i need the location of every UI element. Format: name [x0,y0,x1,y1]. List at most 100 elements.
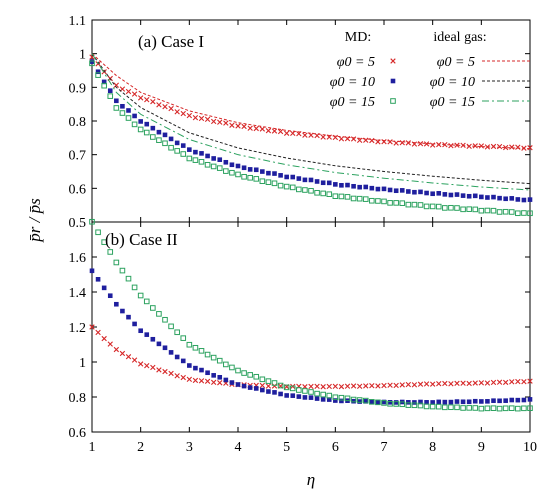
panel-b-series-1-point [479,399,484,404]
panel-b-series-0-point [320,384,326,390]
panel-b-series-0-point [472,380,478,386]
panel-b-series-2-point [271,380,278,386]
panel-a-series-1-point [266,170,271,176]
panel-b-series-1-point [326,397,332,402]
panel-b-series-2-point [356,397,363,403]
panel-b-series-0-point [496,379,503,385]
panel-b-series-1-point [357,399,362,404]
panel-a-series-2-point [515,210,521,217]
panel-b-y-tick-label: 0.8 [69,391,87,406]
panel-a-series-2-point [253,176,260,182]
panel-a-series-2-point [296,186,302,193]
panel-a-series-1-point [339,183,344,188]
panel-b-series-0-point [113,346,120,353]
panel-b-series-2-point [125,275,132,282]
panel-b-series-1-point [308,395,314,400]
panel-b-series-2-point [369,399,375,405]
panel-a-series-1-point [144,121,150,127]
panel-b-series-2-point [502,405,509,412]
panel-a-series-0-point [247,125,253,131]
panel-a-series-0-point [478,143,485,149]
panel-b-series-2-point [442,404,448,411]
panel-b-series-2-point [174,329,180,336]
panel-b-series-2-point [320,391,326,398]
panel-a-series-0-point [320,134,326,140]
panel-b-series-1-point [241,383,247,389]
panel-b-series-0-point [186,376,193,382]
panel-b-series-1-point [418,399,423,405]
panel-b-series-0-point [454,380,460,387]
panel-a-series-2-point [442,205,448,211]
panel-a-series-1-point [375,186,381,192]
x-tick-label: 5 [283,440,290,455]
panel-a-series-1-point [369,185,375,191]
panel-b-series-2-point [296,387,302,393]
panel-b-series-0-point [375,383,381,389]
panel-a-series-2-point [125,115,132,121]
panel-a-series-1-point [448,192,454,198]
panel-b-series-1-point [521,397,527,403]
panel-a-series-2-point [247,174,253,181]
panel-a-series-1-point [126,108,131,113]
panel-b-series-0-point [478,380,485,386]
panel-b-series-0-point [265,383,272,389]
x-axis-label: η [307,470,315,489]
panel-a-series-0-point [229,122,235,128]
panel-a-series-0-point [308,132,314,138]
legend-md-label-1: φ0 = 5 [337,55,375,70]
panel-a-series-0-point [302,132,308,138]
panel-b-series-2-point [302,388,308,394]
panel-b-series-1-point [302,395,308,400]
panel-a-series-1-point [479,194,484,200]
panel-a-series-1-point [472,193,478,199]
panel-b-series-0-point [217,380,223,386]
panel-b-series-1-point [144,332,150,337]
panel-a-series-2-point [168,144,174,151]
panel-a-series-0-point [186,112,193,119]
panel-b-series-1-point [187,363,192,368]
panel-a-series-0-point [271,128,278,134]
legend-md-swatch-3 [390,98,396,104]
panel-a-series-1-point [436,191,442,196]
panel-a-series-2-point [478,207,485,214]
panel-b-series-0-point [393,382,399,389]
panel-a-series-0-point [472,143,478,149]
panel-a-series-0-point [235,123,241,129]
panel-b-y-tick-label: 0.6 [69,426,87,441]
panel-a-series-2-point [435,203,442,210]
panel-a-series-1-point [235,163,241,169]
panel-a-series-1-point [156,129,162,135]
panel-b-series-2-point [253,373,260,380]
panel-b-series-1-point [472,398,478,404]
panel-a-series-1-point [381,186,387,192]
panel-b-series-2-point [95,229,101,236]
panel-a-series-1-point [345,182,350,188]
panel-b-series-0-point [137,361,144,367]
panel-b-series-2-point [423,403,430,410]
x-tick-label: 3 [186,440,193,455]
panel-a-series-1-point [199,151,204,156]
panel-b-series-2-point [150,305,156,311]
panel-b-series-2-point [429,403,436,410]
panel-a-series-1-point [491,194,496,200]
panel-b-series-1-point [503,398,508,403]
panel-a-series-1-point [454,192,460,197]
panel-b-series-1-point [211,373,216,378]
panel-b-series-2-point [393,401,399,407]
panel-a-series-5-line [91,53,531,191]
panel-a-series-1-point [485,195,490,200]
panel-a-series-2-point [320,190,326,197]
panel-a-series-1-point [217,157,223,162]
panel-a-series-2-point [411,201,418,208]
panel-b-series-0-point [460,380,466,386]
panel-a-series-1-point [260,169,265,174]
panel-a-series-0-point [156,102,162,108]
panel-a-series-2-point [502,208,509,215]
panel-b-series-1-point [278,391,283,397]
panel-b-series-2-point [210,354,217,361]
panel-b-series-2-point [496,405,503,412]
panel-a-series-1-point [296,176,302,181]
panel-b-series-0-point [527,378,533,384]
panel-b-series-0-point [484,380,491,386]
